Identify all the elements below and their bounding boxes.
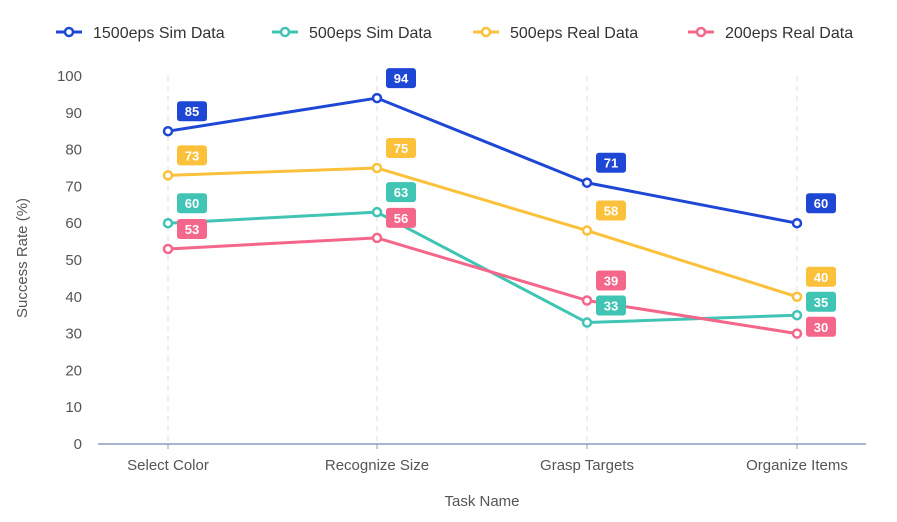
data-point <box>791 328 803 339</box>
series-line <box>167 166 798 299</box>
y-tick-label: 50 <box>65 252 82 269</box>
data-label-badge <box>386 68 416 89</box>
data-label-badge <box>596 152 626 173</box>
series-line <box>167 210 798 325</box>
data-point <box>162 243 174 255</box>
data-label: 60 <box>185 196 199 211</box>
data-label-badge <box>596 200 626 221</box>
series-line <box>167 236 798 336</box>
data-point <box>581 225 593 236</box>
series-line <box>167 96 798 225</box>
data-point <box>371 206 383 218</box>
data-label-badge <box>386 207 416 228</box>
data-labels: 85 73 60 53 94 75 63 56 71 58 39 33 60 40 35 30 <box>177 68 836 337</box>
data-point <box>371 162 383 174</box>
y-tick-label: 10 <box>65 399 82 416</box>
data-label-badge <box>596 295 626 316</box>
legend-swatch-marker <box>279 26 291 38</box>
data-point <box>371 232 383 244</box>
data-label: 40 <box>814 270 828 285</box>
legend-label: 500eps Real Data <box>510 25 638 42</box>
legend-item: 500eps Sim Data <box>272 25 432 42</box>
data-point <box>791 217 803 229</box>
data-label: 56 <box>394 211 408 226</box>
legend: 1500eps Sim Data 500eps Sim Data 500eps Re… <box>56 25 853 42</box>
data-label-badge <box>386 138 416 158</box>
data-label: 33 <box>604 298 618 313</box>
x-axis-title: Task Name <box>444 493 519 510</box>
data-point <box>581 317 593 328</box>
data-label: 53 <box>185 222 199 237</box>
data-label: 85 <box>185 104 199 119</box>
y-tick-label: 80 <box>65 142 82 159</box>
data-point <box>581 295 593 306</box>
data-label-badge <box>386 182 416 203</box>
data-label: 58 <box>604 204 618 219</box>
legend-label: 200eps Real Data <box>725 25 853 42</box>
grid <box>167 76 798 444</box>
y-tick-label: 20 <box>65 362 82 379</box>
legend-item: 200eps Real Data <box>688 25 853 42</box>
data-label: 63 <box>394 185 408 200</box>
data-label-badge <box>806 291 836 312</box>
legend-item: 500eps Real Data <box>473 25 638 42</box>
y-axis-title: Success Rate (%) <box>14 198 31 318</box>
data-label: 73 <box>185 148 199 163</box>
y-tick-label: 60 <box>65 215 82 232</box>
legend-swatch-marker <box>480 26 492 38</box>
data-point <box>162 217 174 229</box>
series-group <box>162 92 803 339</box>
data-label: 71 <box>604 156 618 171</box>
x-tick-label: Recognize Size <box>325 457 429 474</box>
data-label: 94 <box>394 71 409 86</box>
y-tick-label: 40 <box>65 289 82 306</box>
y-tick-label: 100 <box>57 68 82 85</box>
data-label: 30 <box>814 320 828 335</box>
legend-item: 1500eps Sim Data <box>56 25 225 42</box>
data-label: 75 <box>394 141 408 156</box>
x-tick-label: Select Color <box>127 457 209 474</box>
y-tick-label: 90 <box>65 105 82 122</box>
y-tick-label: 70 <box>65 178 82 195</box>
data-label-badge <box>806 193 836 214</box>
data-label: 39 <box>604 273 618 288</box>
y-tick-label: 30 <box>65 326 82 343</box>
data-point <box>162 170 174 181</box>
data-point <box>581 177 593 188</box>
x-tick-label: Grasp Targets <box>540 457 634 474</box>
data-point <box>791 309 803 321</box>
data-label-badge <box>806 266 836 287</box>
data-label-badge <box>177 145 207 166</box>
data-point <box>791 291 803 303</box>
data-label-badge <box>177 218 207 239</box>
axes: 0 10 20 30 40 50 60 70 80 90 100 Select Color Recogn… <box>57 68 866 474</box>
data-label: 60 <box>814 196 828 211</box>
data-point <box>371 92 383 104</box>
data-label-badge <box>177 193 207 214</box>
y-tick-label: 0 <box>74 436 82 453</box>
x-tick-label: Organize Items <box>746 457 848 474</box>
data-label: 35 <box>814 295 828 310</box>
data-label-badge <box>177 101 207 122</box>
data-point <box>162 125 174 137</box>
legend-label: 500eps Sim Data <box>309 25 432 42</box>
legend-swatch-marker <box>695 26 707 38</box>
legend-swatch-marker <box>63 26 75 38</box>
legend-label: 1500eps Sim Data <box>93 25 225 42</box>
data-label-badge <box>806 316 836 337</box>
data-label-badge <box>596 270 626 291</box>
